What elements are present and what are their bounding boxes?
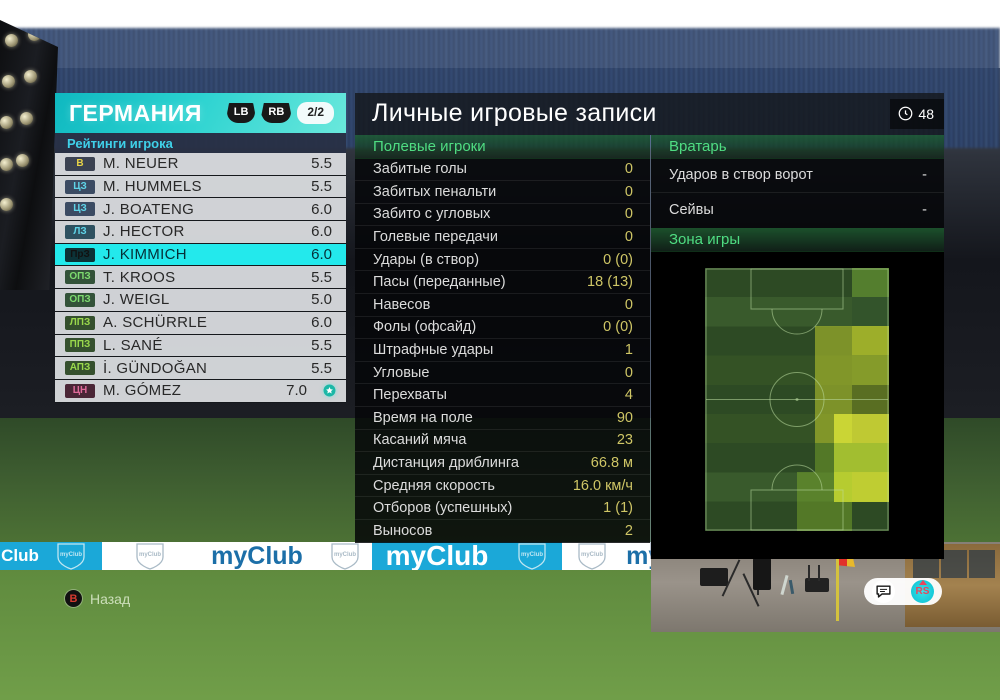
svg-text:myClub: myClub (60, 552, 82, 558)
svg-text:myClub: myClub (138, 552, 160, 558)
svg-text:myClub: myClub (333, 552, 355, 558)
